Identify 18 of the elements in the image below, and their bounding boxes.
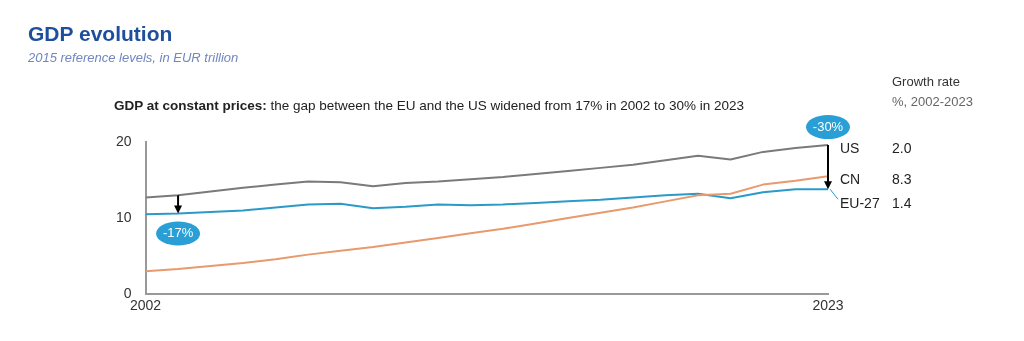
text: 1.4 [892, 195, 912, 212]
y-tick-label: 0 [123, 285, 132, 302]
y-tick-label: 20 [115, 132, 132, 149]
annotation: -17% [162, 225, 194, 241]
y-tick-label: 10 [115, 208, 132, 225]
legend-label: EU-27 [840, 195, 880, 212]
chart-subtitle: 2015 reference levels, in EUR trillion [28, 50, 239, 65]
text: %, 2002-2023 [892, 93, 973, 109]
x-tick-label: 2023 [812, 297, 844, 314]
chart-title: GDP evolution [28, 22, 173, 46]
x-tick-label: 2002 [129, 297, 162, 314]
text: Growth rate [892, 73, 960, 89]
text: GDP at constant prices: the gap between the EU and the US widened from 17% in 2002 to 30% in 2023 [114, 98, 745, 113]
text: 8.3 [892, 171, 912, 188]
text: 2.0 [892, 139, 912, 156]
series-label: CN [840, 171, 861, 188]
annotation: -30% [812, 118, 844, 134]
series-label: US [840, 139, 860, 156]
